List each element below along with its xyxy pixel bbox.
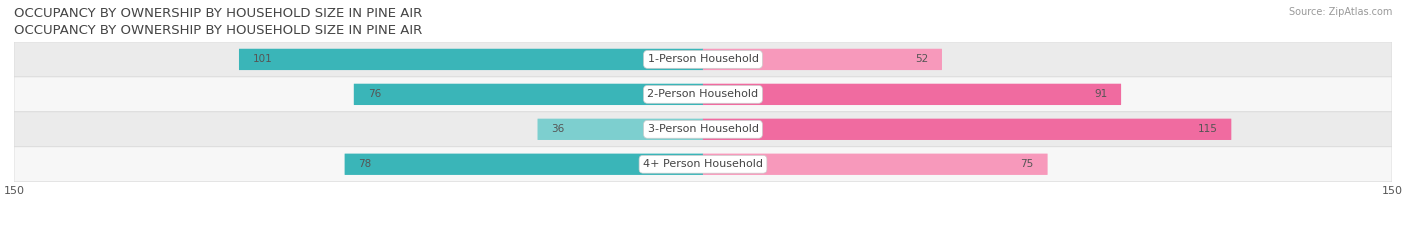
Text: 36: 36 <box>551 124 565 134</box>
FancyBboxPatch shape <box>14 147 1392 182</box>
FancyBboxPatch shape <box>703 84 1121 105</box>
Text: 78: 78 <box>359 159 371 169</box>
FancyBboxPatch shape <box>703 49 942 70</box>
FancyBboxPatch shape <box>239 49 703 70</box>
Text: 4+ Person Household: 4+ Person Household <box>643 159 763 169</box>
Text: OCCUPANCY BY OWNERSHIP BY HOUSEHOLD SIZE IN PINE AIR: OCCUPANCY BY OWNERSHIP BY HOUSEHOLD SIZE… <box>14 24 422 37</box>
Text: 2-Person Household: 2-Person Household <box>647 89 759 99</box>
Text: 3-Person Household: 3-Person Household <box>648 124 758 134</box>
FancyBboxPatch shape <box>344 154 703 175</box>
Text: 52: 52 <box>915 55 928 64</box>
FancyBboxPatch shape <box>14 77 1392 112</box>
Text: 101: 101 <box>253 55 273 64</box>
FancyBboxPatch shape <box>537 119 703 140</box>
FancyBboxPatch shape <box>14 112 1392 147</box>
FancyBboxPatch shape <box>703 154 1047 175</box>
FancyBboxPatch shape <box>354 84 703 105</box>
Text: 76: 76 <box>368 89 381 99</box>
Text: 91: 91 <box>1094 89 1107 99</box>
FancyBboxPatch shape <box>14 42 1392 77</box>
Text: 115: 115 <box>1198 124 1218 134</box>
Text: OCCUPANCY BY OWNERSHIP BY HOUSEHOLD SIZE IN PINE AIR: OCCUPANCY BY OWNERSHIP BY HOUSEHOLD SIZE… <box>14 7 422 20</box>
Text: 1-Person Household: 1-Person Household <box>648 55 758 64</box>
FancyBboxPatch shape <box>703 119 1232 140</box>
Text: Source: ZipAtlas.com: Source: ZipAtlas.com <box>1288 7 1392 17</box>
Text: 75: 75 <box>1021 159 1033 169</box>
